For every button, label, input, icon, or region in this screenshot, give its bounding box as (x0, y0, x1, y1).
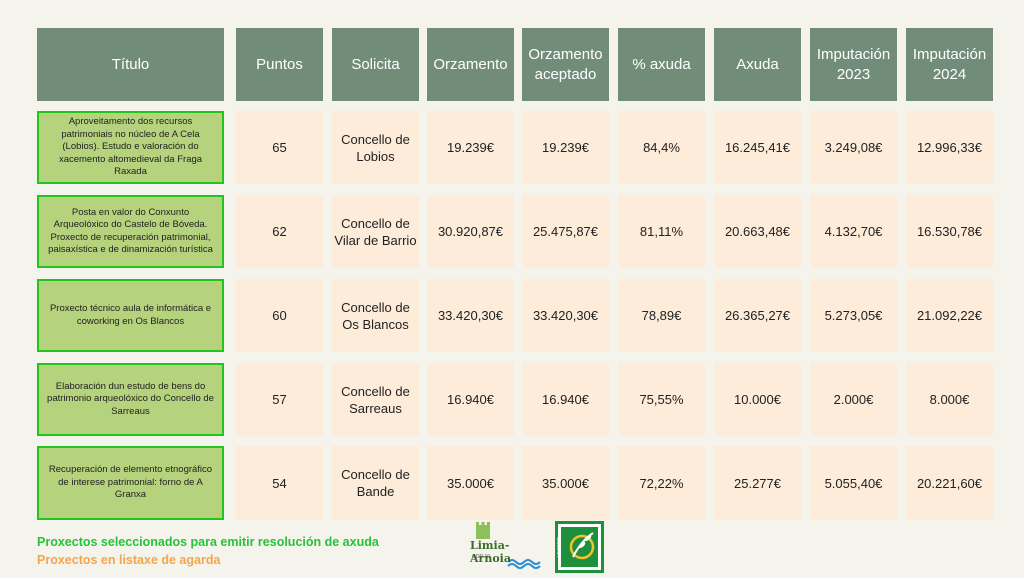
row-imputacion-2024: 16.530,78€ (906, 195, 993, 268)
legend-waiting: Proxectos en listaxe de agarda (37, 553, 221, 567)
header-pct-axuda: % axuda (618, 28, 705, 101)
row-pct-axuda: 78,89€ (618, 279, 705, 352)
row-orzamento: 35.000€ (427, 446, 514, 520)
row-imputacion-2023: 3.249,08€ (810, 111, 897, 184)
row-solicita: Concello de Os Blancos (332, 279, 419, 352)
row-orzamento: 30.920,87€ (427, 195, 514, 268)
row-puntos: 65 (236, 111, 323, 184)
row-axuda: 20.663,48€ (714, 195, 801, 268)
legend-selected: Proxectos seleccionados para emitir reso… (37, 535, 379, 549)
row-axuda: 25.277€ (714, 446, 801, 520)
row-imputacion-2023: 5.273,05€ (810, 279, 897, 352)
row-title: Posta en valor do Conxunto Arqueolóxico … (37, 195, 224, 268)
row-imputacion-2024: 12.996,33€ (906, 111, 993, 184)
leader-logo: LEADER (555, 521, 604, 573)
row-puntos: 60 (236, 279, 323, 352)
row-solicita: Concello de Lobios (332, 111, 419, 184)
row-pct-axuda: 72,22% (618, 446, 705, 520)
row-solicita: Concello de Vilar de Barrio (332, 195, 419, 268)
row-solicita: Concello de Sarreaus (332, 363, 419, 436)
limia-arnoia-emblem-icon (476, 522, 541, 569)
header-solicita: Solicita (332, 28, 419, 101)
header-puntos: Puntos (236, 28, 323, 101)
row-title: Proxecto técnico aula de informática e c… (37, 279, 224, 352)
header-titulo: Título (37, 28, 224, 101)
row-orzamento: 16.940€ (427, 363, 514, 436)
row-imputacion-2024: 21.092,22€ (906, 279, 993, 352)
header-orzamento: Orzamento (427, 28, 514, 101)
row-pct-axuda: 84,4% (618, 111, 705, 184)
row-solicita: Concello de Bande (332, 446, 419, 520)
limia-arnoia-subtext: GDR 10 (472, 554, 491, 560)
row-puntos: 62 (236, 195, 323, 268)
leader-emblem-icon (555, 521, 604, 573)
row-imputacion-2024: 20.221,60€ (906, 446, 993, 520)
header-imputacion-2023: Imputación 2023 (810, 28, 897, 101)
row-pct-axuda: 81,11% (618, 195, 705, 268)
row-puntos: 57 (236, 363, 323, 436)
header-axuda: Axuda (714, 28, 801, 101)
limia-arnoia-logo: Limia-Arnoia GDR 10 (470, 521, 550, 569)
leader-text: LEADER (557, 537, 563, 558)
row-orzamento-aceptado: 19.239€ (522, 111, 609, 184)
limia-arnoia-text: Limia-Arnoia (470, 539, 511, 565)
row-title: Aproveitamento dos recursos patrimoniais… (37, 111, 224, 184)
row-axuda: 16.245,41€ (714, 111, 801, 184)
row-axuda: 10.000€ (714, 363, 801, 436)
row-orzamento: 19.239€ (427, 111, 514, 184)
row-title: Recuperación de elemento etnográfico de … (37, 446, 224, 520)
row-imputacion-2023: 2.000€ (810, 363, 897, 436)
row-orzamento-aceptado: 33.420,30€ (522, 279, 609, 352)
row-imputacion-2023: 4.132,70€ (810, 195, 897, 268)
row-pct-axuda: 75,55% (618, 363, 705, 436)
row-axuda: 26.365,27€ (714, 279, 801, 352)
row-imputacion-2024: 8.000€ (906, 363, 993, 436)
row-orzamento-aceptado: 16.940€ (522, 363, 609, 436)
row-orzamento: 33.420,30€ (427, 279, 514, 352)
row-imputacion-2023: 5.055,40€ (810, 446, 897, 520)
row-puntos: 54 (236, 446, 323, 520)
row-orzamento-aceptado: 35.000€ (522, 446, 609, 520)
row-title: Elaboración dun estudo de bens do patrim… (37, 363, 224, 436)
row-orzamento-aceptado: 25.475,87€ (522, 195, 609, 268)
header-imputacion-2024: Imputación 2024 (906, 28, 993, 101)
header-orzamento-aceptado: Orzamento aceptado (522, 28, 609, 101)
